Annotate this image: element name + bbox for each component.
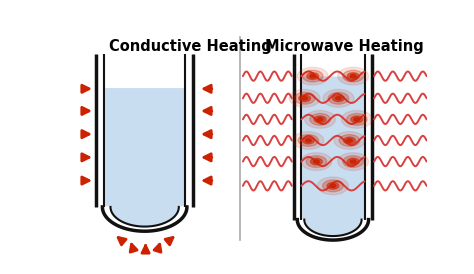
Polygon shape: [297, 219, 369, 240]
Polygon shape: [365, 54, 372, 219]
Text: Microwave Heating: Microwave Heating: [265, 39, 424, 54]
Polygon shape: [102, 207, 187, 231]
Circle shape: [343, 70, 364, 82]
Circle shape: [305, 139, 311, 142]
Ellipse shape: [104, 109, 118, 179]
Polygon shape: [301, 77, 365, 236]
Circle shape: [337, 153, 369, 170]
Ellipse shape: [174, 121, 183, 166]
Circle shape: [297, 67, 328, 85]
Ellipse shape: [117, 192, 174, 218]
Circle shape: [317, 118, 323, 121]
Circle shape: [350, 160, 356, 163]
Circle shape: [344, 137, 356, 144]
Circle shape: [337, 67, 369, 85]
Circle shape: [307, 73, 319, 79]
Ellipse shape: [172, 109, 186, 179]
Circle shape: [301, 153, 332, 170]
Circle shape: [350, 75, 356, 78]
Circle shape: [339, 135, 360, 146]
Circle shape: [294, 92, 315, 104]
Circle shape: [299, 95, 310, 102]
Circle shape: [305, 110, 336, 128]
Circle shape: [310, 113, 330, 125]
Circle shape: [341, 110, 372, 128]
Circle shape: [336, 97, 341, 100]
Circle shape: [293, 132, 324, 149]
Circle shape: [354, 118, 360, 121]
Polygon shape: [96, 54, 104, 207]
Circle shape: [289, 89, 320, 107]
Circle shape: [306, 156, 327, 167]
Polygon shape: [293, 54, 301, 219]
Circle shape: [323, 180, 343, 192]
Circle shape: [346, 139, 352, 142]
Circle shape: [302, 70, 323, 82]
Circle shape: [333, 95, 344, 102]
Circle shape: [310, 158, 322, 165]
Ellipse shape: [169, 93, 189, 194]
Text: Conductive Heating: Conductive Heating: [109, 39, 272, 54]
Circle shape: [351, 116, 363, 123]
Ellipse shape: [129, 197, 162, 212]
Circle shape: [343, 156, 364, 167]
Circle shape: [302, 137, 314, 144]
Ellipse shape: [111, 189, 180, 221]
Circle shape: [328, 92, 349, 104]
Circle shape: [327, 182, 339, 189]
Circle shape: [347, 73, 359, 79]
Circle shape: [330, 184, 336, 187]
Circle shape: [347, 158, 359, 165]
Circle shape: [314, 116, 326, 123]
Ellipse shape: [106, 121, 115, 166]
Circle shape: [301, 97, 308, 100]
Ellipse shape: [100, 93, 121, 194]
Circle shape: [310, 75, 316, 78]
Circle shape: [334, 132, 365, 149]
Circle shape: [298, 135, 319, 146]
Ellipse shape: [105, 186, 186, 224]
Circle shape: [313, 160, 319, 163]
Polygon shape: [185, 54, 193, 207]
Polygon shape: [104, 89, 185, 227]
Ellipse shape: [123, 194, 168, 215]
Circle shape: [318, 177, 348, 195]
Circle shape: [346, 113, 367, 125]
Circle shape: [323, 89, 354, 107]
